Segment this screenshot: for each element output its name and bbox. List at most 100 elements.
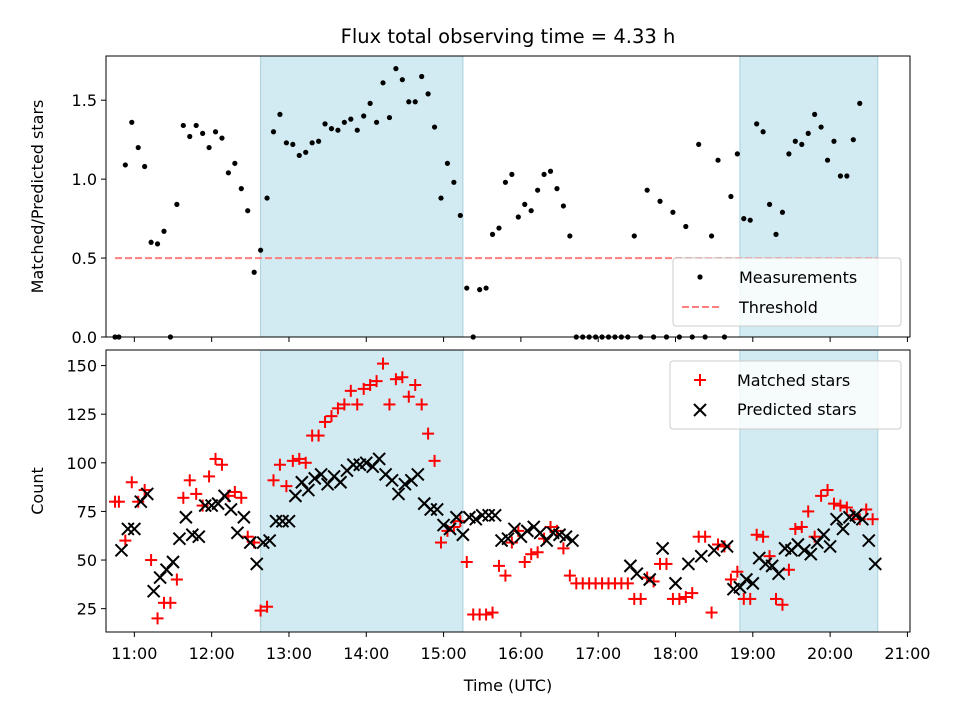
measurements-point [824,157,831,163]
measurements-point [496,225,502,231]
measurements-point [290,141,296,148]
matched-stars-point [557,542,570,555]
predicted-stars-point [643,572,657,587]
predicted-stars-point [449,510,464,524]
measurements-point [747,217,753,223]
predicted-stars-point [314,467,328,482]
measurements-point [431,124,438,130]
measurements-point [419,73,425,80]
measurements-point [489,231,496,237]
predicted-stars-point [423,502,438,517]
legend-predicted-marker [693,403,707,417]
predicted-stars-point [559,529,573,544]
matched-stars-point [331,402,344,415]
measurements-point [779,209,786,215]
predicted-stars-point [746,576,760,591]
measurements-point [502,179,509,185]
measurements-point [315,138,322,144]
measurements-point [335,127,341,133]
measurements-point [283,140,289,146]
matched-stars-point [525,548,538,561]
x-tick-label: 19:00 [730,644,776,663]
predicted-stars-point [862,533,876,548]
predicted-stars-point [237,510,251,524]
matched-stars-point [396,371,409,384]
measurements-point [554,186,560,192]
measurements-point [393,66,399,72]
matched-stars-point [647,575,660,588]
y-tick-label: 0.0 [72,328,97,347]
y-axis-label: Matched/Predicted stars [28,100,47,294]
predicted-stars-point [469,512,483,526]
predicted-stars-point [385,473,399,488]
measurements-point [754,121,760,127]
predicted-stars-point [372,452,386,466]
matched-stars-point [254,604,267,617]
legend-top: Measurements Threshold [672,257,902,327]
matched-stars-point [267,474,280,487]
matched-stars-point [492,559,505,572]
legend-matched-label: Matched stars [737,371,850,390]
x-tick-label: 20:00 [807,644,853,663]
y-axis-label: Count [28,467,47,515]
matched-stars-point [705,606,718,619]
matched-stars-point [125,476,138,489]
measurements-point [354,127,360,133]
predicted-stars-point [855,512,870,526]
measurements-point [644,187,650,193]
measurements-point [399,77,405,83]
measurements-point [322,121,328,127]
legend-matched-marker [694,374,706,386]
measurements-point [515,214,521,220]
x-axis [133,337,908,342]
measurements-point [206,144,212,151]
matched-stars-point [377,357,390,370]
measurements-point [567,233,573,239]
matched-stars-point [402,390,415,403]
predicted-stars-point [146,584,161,598]
matched-stars-point [357,382,370,395]
count-panel: 25 50 75 100 125 150 11:00 12:00 13:00 14:00 15:0… [28,349,930,695]
matched-stars-point [209,452,222,465]
predicted-stars-point [488,508,502,523]
matched-stars-point [712,538,725,551]
predicted-stars-point [192,529,206,544]
axes-frame [105,55,911,338]
measurements-point [477,287,483,293]
y-tick-label: 1.0 [72,170,97,189]
matched-stars-point [660,557,673,570]
measurements-point [818,124,824,130]
measurements-point [406,99,412,105]
legend-measurements-marker [697,274,703,280]
measurements-point [309,140,315,146]
measurements-point [844,173,850,179]
matched-stars-point [351,398,364,411]
predicted-stars-point [411,467,425,482]
matched-stars-point [132,495,145,508]
matched-stars-point [724,573,737,586]
y-tick-label: 100 [66,454,97,473]
predicted-stars-point [172,531,187,546]
measurements-point [154,241,161,247]
measurements-point [142,163,148,170]
measurements-point [296,152,302,159]
predicted-stars-point [565,533,580,548]
predicted-stars-point [224,502,238,517]
matched-stars-point [731,565,744,578]
measurements-point [444,160,451,166]
measurements-point [200,130,206,136]
matched-stars-point [177,491,190,504]
matched-stars-point [370,375,383,388]
measurements-point [303,149,309,155]
matched-stars-point [280,480,293,493]
measurements-point [251,269,257,275]
matched-stars-point [460,555,473,568]
matched-stars-point [821,484,834,497]
predicted-stars-point [359,456,373,470]
measurements-point [161,228,167,234]
matched-stars-point [486,606,499,619]
measurements-point [741,216,747,222]
predicted-stars-point [308,471,322,486]
measurements-point [728,193,734,200]
y-tick-label: 150 [66,357,97,376]
